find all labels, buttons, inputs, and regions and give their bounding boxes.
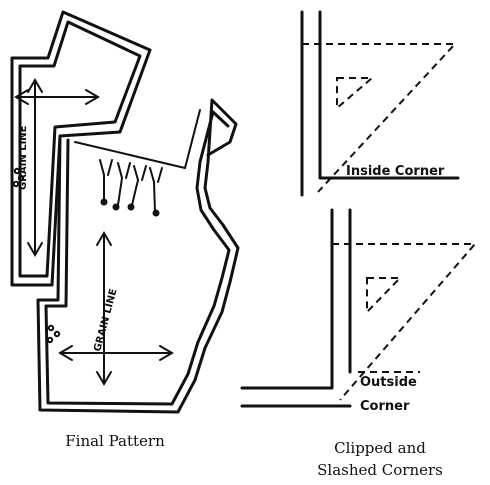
lower-grain-arrows [58, 231, 174, 386]
inside-corner-illustration [300, 10, 460, 197]
outside-corner-illustration [240, 208, 478, 408]
inside-corner-label: Inside Corner [346, 164, 445, 179]
lower-piece-outer-outline [36, 98, 240, 414]
outside-corner-label-line2: Corner [360, 399, 410, 414]
lower-pattern-piece [36, 98, 240, 414]
lower-grain-line-label: GRAIN LINE [92, 287, 119, 352]
lower-notch-dots [46, 324, 61, 344]
lower-piece-inner-outline [44, 110, 231, 406]
clipped-caption-line1: Clipped and [334, 439, 426, 457]
upper-notch-dots [12, 167, 25, 188]
final-pattern-caption: Final Pattern [65, 432, 165, 450]
upper-piece-outer-outline [10, 10, 152, 287]
upper-grain-arrows [14, 78, 100, 257]
upper-grain-line-label: GRAIN LINE [18, 125, 29, 190]
outside-corner-label-line1: Outside [360, 375, 417, 390]
dart-row [99, 159, 163, 217]
clipped-caption-line2: Slashed Corners [317, 461, 443, 479]
upper-pattern-piece [10, 10, 152, 287]
upper-piece-inner-outline [18, 20, 142, 278]
